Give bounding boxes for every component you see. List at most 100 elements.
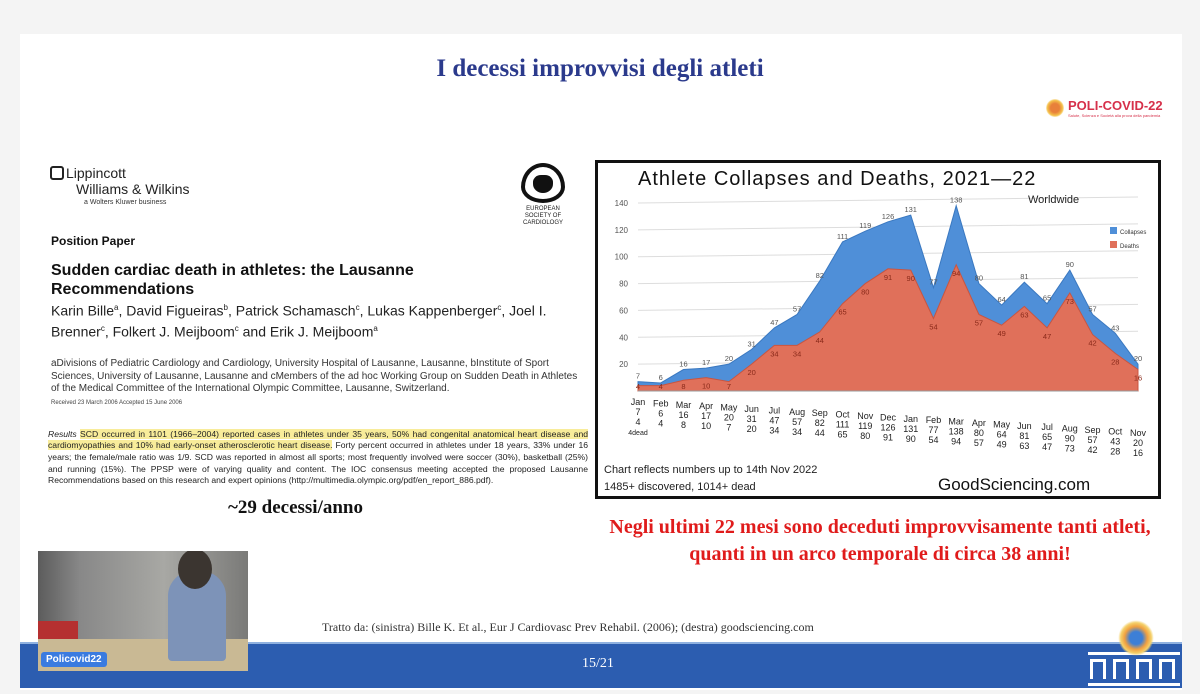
data-label-deaths: 80 (861, 288, 869, 297)
affiliation-mark: a (373, 323, 378, 333)
affiliation-mark: a (114, 303, 119, 312)
collapses-count: 20 (1133, 438, 1143, 448)
logo-name: POLI-COVID-22 (1068, 98, 1163, 113)
death-rate: ~29 decessi/anno (228, 496, 363, 518)
paper-authors: Karin Billea, David Figueirasb, Patrick … (51, 299, 588, 340)
area-deaths (637, 263, 1139, 392)
data-label-deaths: 47 (1043, 332, 1051, 341)
deaths-count: 16 (1133, 448, 1143, 458)
data-label-collapses: 80 (975, 274, 983, 283)
collapses-count: 126 (880, 422, 895, 432)
page-number: 15/21 (582, 656, 614, 671)
x-tick-label: Jun (744, 404, 759, 414)
data-label-deaths: 94 (952, 269, 960, 278)
results-label: Results (48, 428, 77, 439)
affiliation-mark: c (100, 323, 105, 333)
collapses-count: 31 (747, 414, 757, 424)
collapses-count: 81 (1019, 431, 1029, 441)
logo-tagline: Salute, Scienza e Società alla prova del… (1068, 113, 1161, 118)
data-label-collapses: 119 (859, 221, 871, 230)
chart-note: Chart reflects numbers up to 14th Nov 20… (604, 464, 817, 476)
x-tick-label: Jan (631, 397, 646, 407)
deaths-count: 49 (997, 439, 1007, 449)
affiliation-mark: c (234, 323, 239, 333)
x-tick-label: Aug (1062, 424, 1078, 434)
x-tick-label: Jun (1017, 421, 1032, 431)
deaths-count: 94 (951, 437, 961, 447)
data-label-collapses: 131 (904, 205, 917, 214)
deaths-count: 34 (769, 425, 779, 435)
results-text: Forty percent occurred in athletes under… (48, 440, 588, 486)
data-label-deaths: 42 (1088, 339, 1096, 348)
data-label-collapses: 17 (702, 358, 710, 367)
data-label-collapses: 16 (679, 360, 687, 369)
greek-key-logo-icon (1088, 652, 1180, 686)
data-label-collapses: 82 (816, 271, 824, 280)
legend-swatch (1110, 241, 1117, 248)
author-name: , Joel I. Brenner (51, 302, 547, 340)
y-tick-label: 40 (619, 333, 628, 342)
deaths-count: 10 (701, 421, 711, 431)
x-tick-label: Oct (836, 410, 851, 420)
chart: 20 40 60 80 100 120 140 7 6 16 17 20 31 47 57 82 111 119 1… (595, 160, 1161, 499)
y-tick-label: 80 (619, 280, 628, 289)
video-label: Policovid22 (41, 652, 107, 667)
data-label-collapses: 47 (770, 318, 778, 327)
x-tick-label: Feb (653, 398, 669, 408)
x-tick-label: Oct (1108, 426, 1123, 436)
x-tick-label: Feb (926, 415, 942, 425)
y-tick-label: 20 (619, 360, 628, 369)
data-label-deaths: 7 (727, 382, 731, 391)
x-tick-label: Dec (880, 412, 897, 422)
collapses-count: 138 (949, 427, 964, 437)
x-tick-label: Aug (789, 407, 805, 417)
speaker-video[interactable] (38, 551, 248, 671)
data-label-collapses: 57 (1088, 304, 1096, 313)
data-label-collapses: 81 (1020, 272, 1028, 281)
deaths-count: 8 (681, 420, 686, 430)
chart-note-totals: 1485+ discovered, 1014+ dead (604, 481, 756, 493)
collapses-count: 90 (1065, 434, 1075, 444)
data-label-collapses: 65 (1043, 294, 1051, 303)
data-label-collapses: 111 (837, 232, 848, 241)
paper-results: Results SCD occurred in 1101 (1966–2004)… (48, 428, 589, 487)
deaths-count: 57 (974, 438, 984, 448)
highlight-text: Negli ultimi 22 mesi sono deceduti impro… (609, 516, 1151, 565)
deaths-count: 54 (928, 435, 938, 445)
data-label-deaths: 34 (770, 349, 778, 358)
y-tick-label: 140 (615, 199, 629, 208)
x-tick-label: Mar (948, 417, 964, 427)
x-tick-label: May (993, 419, 1011, 429)
y-tick-label: 100 (615, 253, 629, 262)
virus-icon (1118, 620, 1154, 656)
data-label-deaths: 65 (838, 308, 846, 317)
virus-logo-icon (1046, 99, 1064, 117)
collapses-count: 20 (724, 413, 734, 423)
author-name: , David Figueiras (118, 302, 224, 319)
x-tick-label: Apr (699, 401, 713, 411)
data-label-deaths: 73 (1066, 297, 1074, 306)
data-label-collapses: 77 (929, 278, 937, 287)
author-name: , Folkert J. Meijboom (104, 323, 235, 340)
x-tick-label: Mar (676, 400, 692, 410)
data-label-deaths: 16 (1134, 374, 1142, 383)
collapses-count: 82 (815, 418, 825, 428)
deaths-count: 20 (747, 424, 757, 434)
publisher-line2: Williams & Wilkins (76, 181, 190, 197)
author-name: Karin Bille (51, 302, 115, 319)
data-label-deaths: 10 (702, 382, 710, 391)
chart-title: Athlete Collapses and Deaths, 2021—22 (638, 168, 1036, 190)
y-tick-label: 120 (615, 226, 629, 235)
deaths-count: 4 (635, 417, 640, 427)
deaths-count: 28 (1110, 446, 1120, 456)
paper-type: Position Paper (51, 234, 136, 248)
publisher-line3: a Wolters Kluwer business (84, 199, 167, 206)
data-label-deaths: 49 (997, 329, 1005, 338)
collapses-count: 57 (1088, 435, 1098, 445)
data-label-deaths: 4 (636, 382, 640, 391)
data-label-collapses: 20 (1134, 354, 1142, 363)
data-label-deaths: 57 (975, 318, 983, 327)
data-label-collapses: 6 (659, 373, 663, 382)
chart-subtitle: Worldwide (1028, 194, 1079, 206)
collapses-count: 17 (701, 411, 711, 421)
